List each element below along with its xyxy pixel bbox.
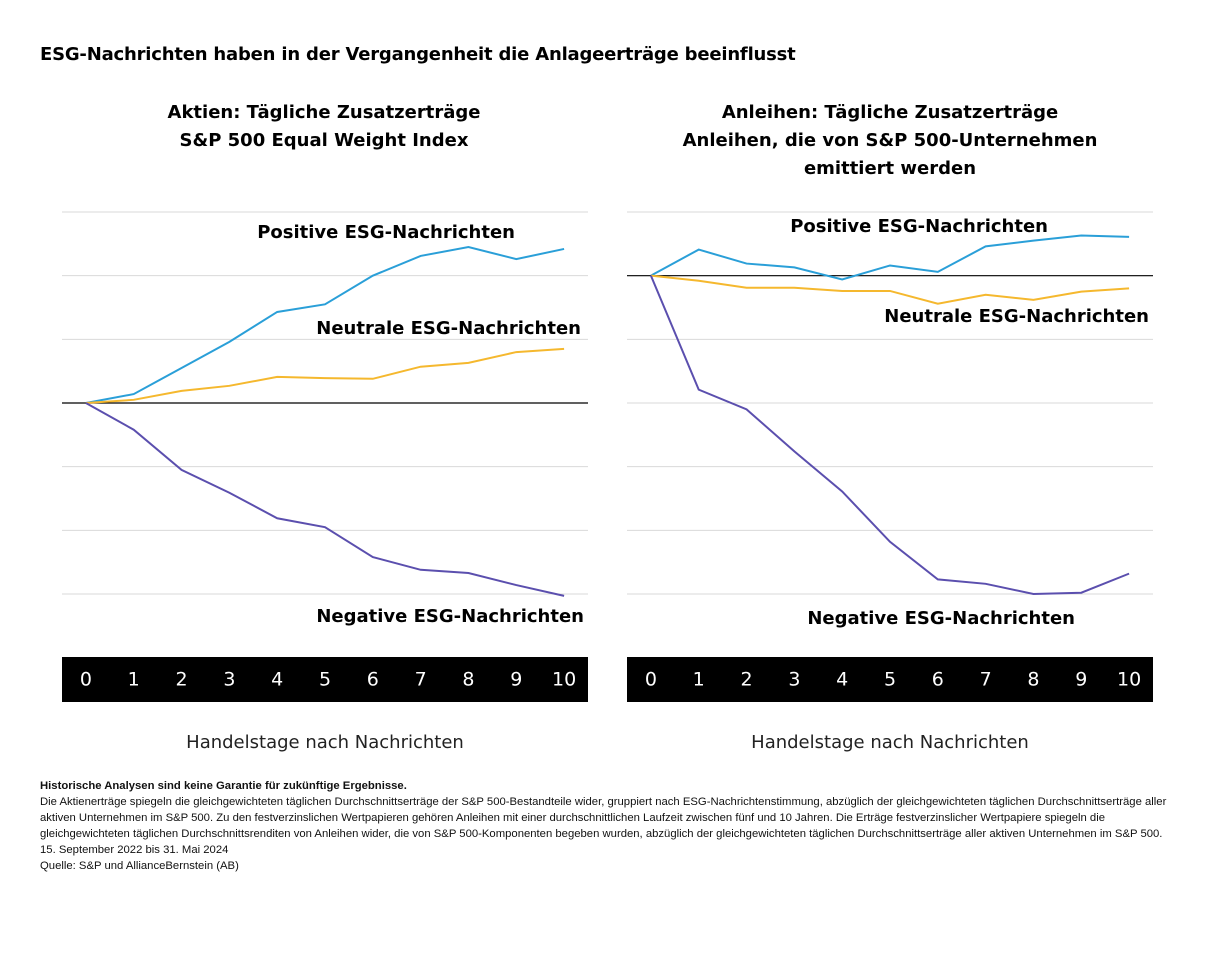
x-axis-label: Handelstage nach Nachrichten: [751, 732, 1029, 753]
x-tick-label: 4: [271, 669, 283, 691]
x-tick-label: 10: [552, 669, 576, 691]
x-axis-band: [627, 657, 1153, 702]
x-tick-label: 4: [836, 669, 848, 691]
x-tick-label: 3: [223, 669, 235, 691]
source: Quelle: S&P und AllianceBernstein (AB): [40, 860, 239, 872]
x-tick-label: 2: [175, 669, 187, 691]
chart-title: Aktien: Tägliche Zusatzerträge: [168, 102, 481, 123]
x-tick-label: 0: [80, 669, 92, 691]
x-tick-label: 2: [740, 669, 752, 691]
chart-subtitle: S&P 500 Equal Weight Index: [180, 130, 469, 151]
x-tick-label: 6: [932, 669, 944, 691]
x-tick-label: 3: [788, 669, 800, 691]
x-tick-label: 7: [415, 669, 427, 691]
x-tick-label: 8: [1027, 669, 1039, 691]
series-line: [85, 245, 565, 404]
chart-subtitle: emittiert werden: [804, 158, 976, 179]
x-tick-label: 0: [645, 669, 657, 691]
x-tick-label: 6: [367, 669, 379, 691]
series-line: [649, 275, 1130, 596]
x-tick-label: 5: [319, 669, 331, 691]
series-label: Negative ESG-Nachrichten: [316, 606, 584, 627]
x-tick-label: 7: [980, 669, 992, 691]
main-title: ESG-Nachrichten haben in der Vergangenhe…: [40, 44, 796, 65]
series-label: Negative ESG-Nachrichten: [807, 608, 1075, 629]
x-tick-label: 1: [128, 669, 140, 691]
chart-title: Anleihen: Tägliche Zusatzerträge: [722, 102, 1058, 123]
chart-subtitle: Anleihen, die von S&P 500-Unternehmen: [683, 130, 1098, 151]
x-tick-label: 9: [1075, 669, 1087, 691]
series-label: Positive ESG-Nachrichten: [790, 216, 1048, 237]
x-tick-label: 8: [462, 669, 474, 691]
x-tick-label: 5: [884, 669, 896, 691]
x-tick-label: 1: [693, 669, 705, 691]
methodology: Die Aktienerträge spiegeln die gleichgew…: [40, 796, 1167, 840]
disclaimer: Historische Analysen sind keine Garantie…: [40, 780, 407, 792]
series-line: [650, 274, 1130, 305]
period: 15. September 2022 bis 31. Mai 2024: [40, 844, 229, 856]
series-line: [85, 347, 565, 404]
x-tick-label: 9: [510, 669, 522, 691]
series-label: Neutrale ESG-Nachrichten: [316, 318, 581, 339]
x-tick-label: 10: [1117, 669, 1141, 691]
footnotes: Historische Analysen sind keine Garantie…: [40, 778, 1175, 874]
series-line: [85, 402, 565, 597]
x-axis-label: Handelstage nach Nachrichten: [186, 732, 464, 753]
series-label: Neutrale ESG-Nachrichten: [884, 306, 1149, 327]
series-label: Positive ESG-Nachrichten: [257, 222, 515, 243]
x-axis-band: [62, 657, 588, 702]
series-line: [650, 234, 1130, 281]
